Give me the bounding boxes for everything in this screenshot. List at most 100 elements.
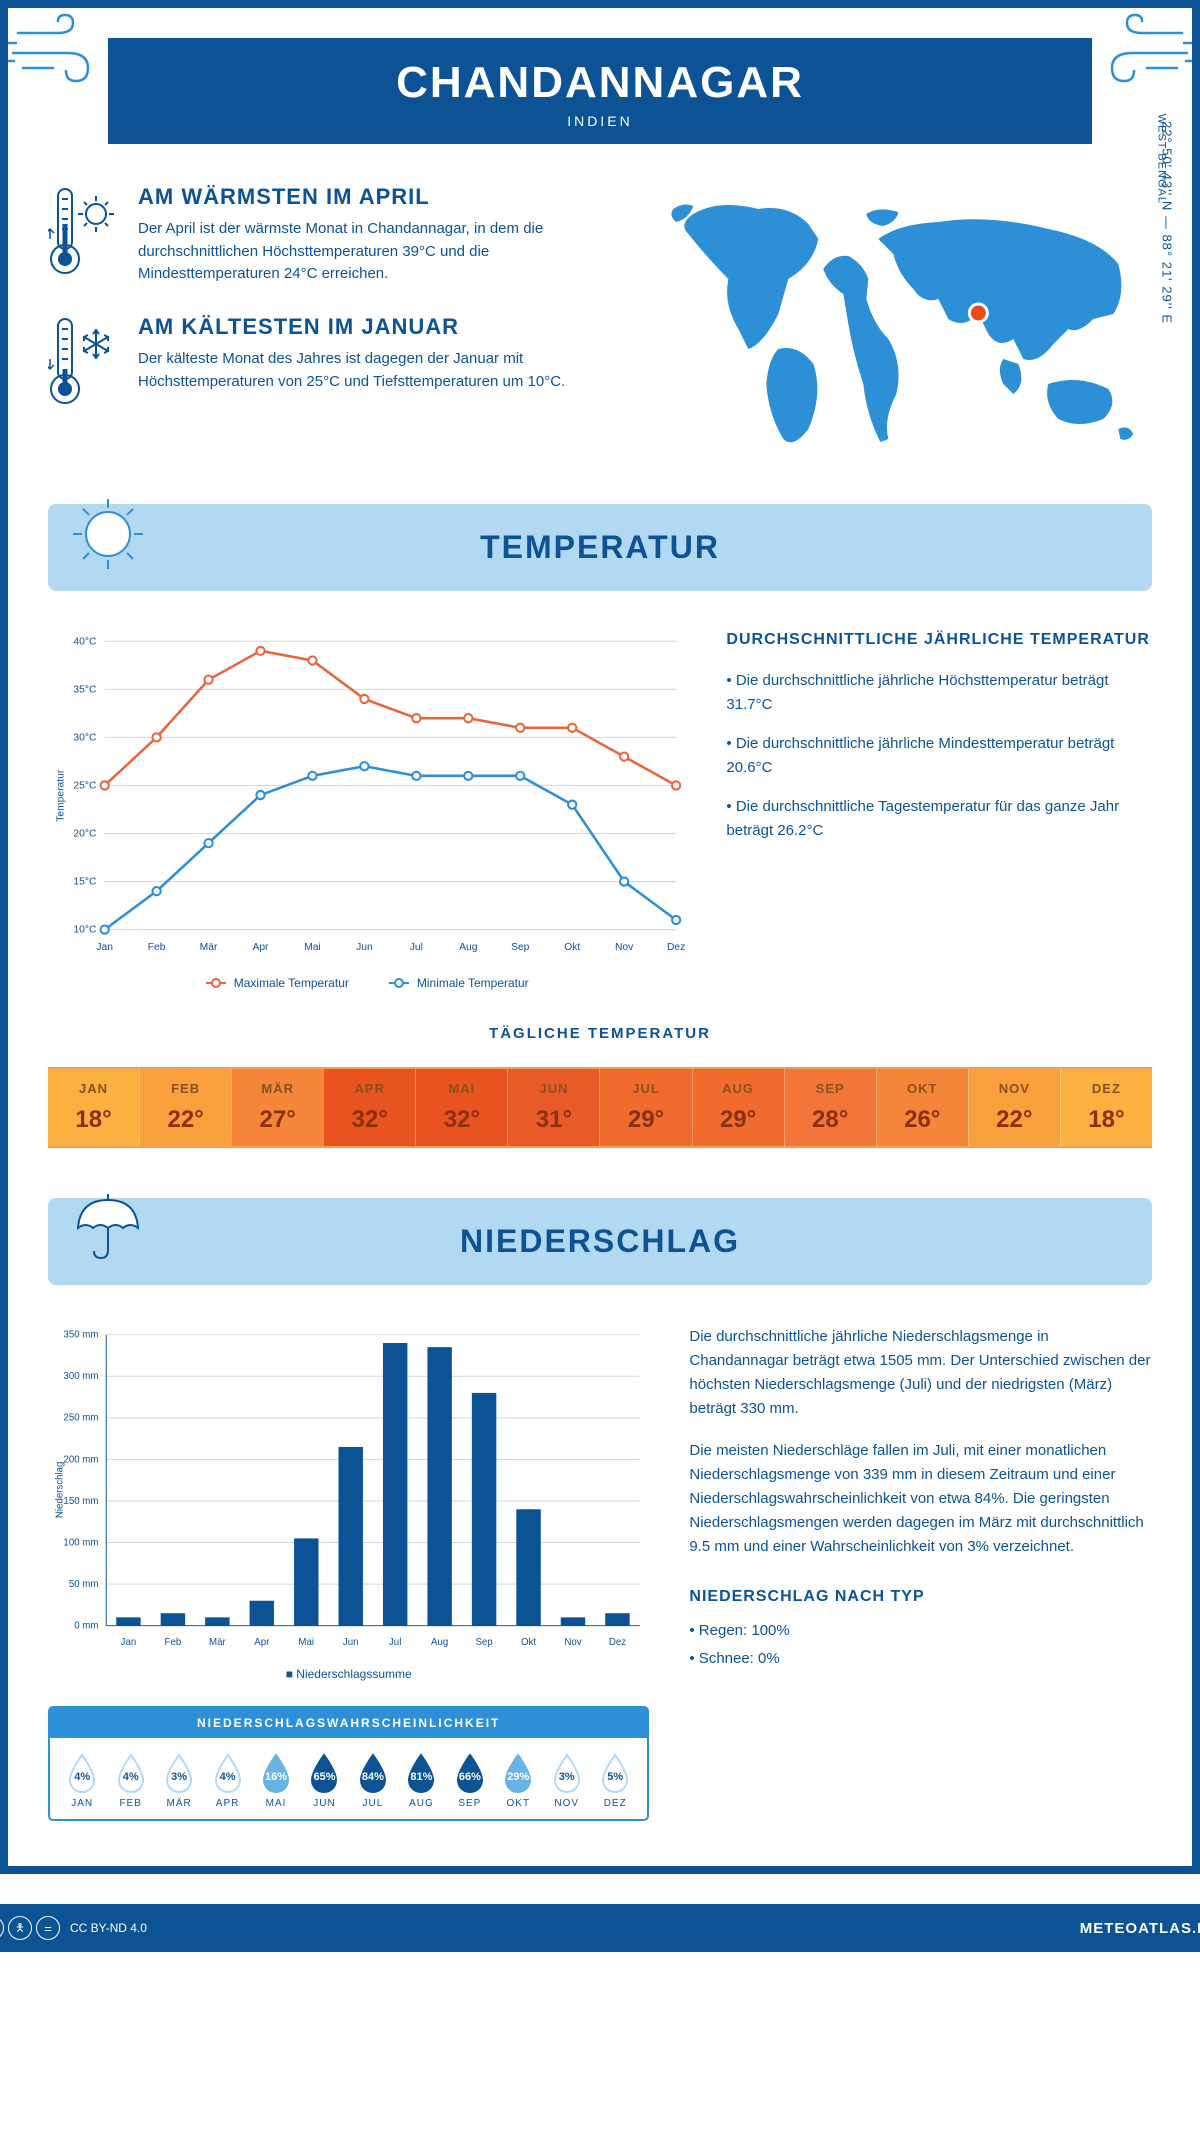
cc-icons: cc 🯅 = xyxy=(0,1916,60,1940)
prob-cell: 16% MAI xyxy=(252,1753,300,1809)
svg-text:Niederschlag: Niederschlag xyxy=(55,1461,66,1518)
daily-cell: NOV22° xyxy=(968,1069,1060,1146)
svg-text:Sep: Sep xyxy=(475,1637,492,1648)
svg-text:250 mm: 250 mm xyxy=(63,1412,98,1423)
prob-cell: 4% APR xyxy=(203,1753,251,1809)
svg-text:40°C: 40°C xyxy=(73,636,97,647)
svg-text:150 mm: 150 mm xyxy=(63,1495,98,1506)
daily-cell: FEB22° xyxy=(139,1069,231,1146)
umbrella-icon xyxy=(68,1188,148,1268)
nd-icon: = xyxy=(36,1916,60,1940)
precipitation-bar-chart: 0 mm50 mm100 mm150 mm200 mm250 mm300 mm3… xyxy=(48,1325,649,1655)
wind-icon-right xyxy=(1092,13,1192,93)
annual-temp-title: DURCHSCHNITTLICHE JÄHRLICHE TEMPERATUR xyxy=(726,631,1152,649)
svg-text:Jul: Jul xyxy=(410,942,423,953)
svg-text:Okt: Okt xyxy=(564,942,580,953)
daily-cell: JAN18° xyxy=(48,1069,139,1146)
daily-cell: JUN31° xyxy=(507,1069,599,1146)
annual-bullet: • Die durchschnittliche Tagestemperatur … xyxy=(726,795,1152,843)
svg-text:Apr: Apr xyxy=(254,1637,270,1648)
daily-cell: OKT26° xyxy=(876,1069,968,1146)
prob-title: NIEDERSCHLAGSWAHRSCHEINLICHKEIT xyxy=(50,1708,647,1738)
svg-text:Nov: Nov xyxy=(564,1637,581,1648)
svg-text:Jun: Jun xyxy=(356,942,373,953)
svg-text:Dez: Dez xyxy=(667,942,685,953)
daily-cell: MAI32° xyxy=(415,1069,507,1146)
prob-cell: 3% NOV xyxy=(543,1753,591,1809)
svg-text:Feb: Feb xyxy=(148,942,166,953)
svg-text:35°C: 35°C xyxy=(73,684,97,695)
precip-para-2: Die meisten Niederschläge fallen im Juli… xyxy=(689,1439,1152,1559)
by-icon: 🯅 xyxy=(8,1916,32,1940)
coords-label: 22° 50' 43'' N — 88° 21' 29'' E xyxy=(1160,121,1175,324)
svg-text:25°C: 25°C xyxy=(73,781,97,792)
section-temperature-title: TEMPERATUR xyxy=(48,529,1152,566)
prob-cell: 66% SEP xyxy=(446,1753,494,1809)
svg-text:Temperatur: Temperatur xyxy=(55,769,66,822)
daily-temp-table: JAN18°FEB22°MÄR27°APR32°MAI32°JUN31°JUL2… xyxy=(48,1067,1152,1148)
prob-cell: 4% JAN xyxy=(58,1753,106,1809)
wind-icon-left xyxy=(8,13,108,93)
country-subtitle: INDIEN xyxy=(108,113,1092,129)
thermometer-sun-icon xyxy=(48,184,118,284)
footer: cc 🯅 = CC BY-ND 4.0 METEOATLAS.DE xyxy=(0,1904,1200,1952)
brand-label: METEOATLAS.DE xyxy=(1080,1920,1200,1937)
svg-text:Sep: Sep xyxy=(511,942,530,953)
temp-legend: Maximale Temperatur Minimale Temperatur xyxy=(48,976,686,990)
daily-cell: SEP28° xyxy=(784,1069,876,1146)
svg-text:Jan: Jan xyxy=(96,942,113,953)
prob-cell: 5% DEZ xyxy=(591,1753,639,1809)
world-map xyxy=(645,184,1152,464)
annual-bullet: • Die durchschnittliche jährliche Höchst… xyxy=(726,669,1152,717)
svg-text:10°C: 10°C xyxy=(73,925,97,936)
svg-text:Jun: Jun xyxy=(343,1637,359,1648)
svg-text:Aug: Aug xyxy=(459,942,478,953)
svg-text:Okt: Okt xyxy=(521,1637,536,1648)
daily-temp-title: TÄGLICHE TEMPERATUR xyxy=(48,1025,1152,1042)
svg-text:Feb: Feb xyxy=(165,1637,182,1648)
fact-warm-text: Der April ist der wärmste Monat in Chand… xyxy=(138,218,605,286)
prob-cell: 29% OKT xyxy=(494,1753,542,1809)
daily-cell: MÄR27° xyxy=(231,1069,323,1146)
legend-min: Minimale Temperatur xyxy=(417,976,529,990)
annual-bullet: • Die durchschnittliche jährliche Mindes… xyxy=(726,732,1152,780)
section-temperature-header: TEMPERATUR xyxy=(48,504,1152,591)
precip-type-title: NIEDERSCHLAG NACH TYP xyxy=(689,1584,1152,1610)
svg-text:Mai: Mai xyxy=(304,942,321,953)
cc-icon: cc xyxy=(0,1916,4,1940)
license-text: CC BY-ND 4.0 xyxy=(70,1921,147,1935)
svg-text:300 mm: 300 mm xyxy=(63,1371,98,1382)
type-bullet: • Regen: 100% xyxy=(689,1619,1152,1643)
prob-cell: 65% JUN xyxy=(300,1753,348,1809)
legend-max: Maximale Temperatur xyxy=(234,976,349,990)
sun-icon xyxy=(68,494,148,574)
svg-text:15°C: 15°C xyxy=(73,877,97,888)
fact-cold: AM KÄLTESTEN IM JANUAR Der kälteste Mona… xyxy=(48,314,605,419)
fact-warm: AM WÄRMSTEN IM APRIL Der April ist der w… xyxy=(48,184,605,289)
svg-text:Jan: Jan xyxy=(121,1637,137,1648)
svg-text:Mai: Mai xyxy=(298,1637,314,1648)
svg-text:Aug: Aug xyxy=(431,1637,448,1648)
svg-text:30°C: 30°C xyxy=(73,732,97,743)
daily-cell: DEZ18° xyxy=(1060,1069,1152,1146)
svg-text:0 mm: 0 mm xyxy=(74,1620,98,1631)
fact-warm-title: AM WÄRMSTEN IM APRIL xyxy=(138,184,605,210)
svg-text:100 mm: 100 mm xyxy=(63,1537,98,1548)
daily-cell: AUG29° xyxy=(692,1069,784,1146)
precip-legend: Niederschlagssumme xyxy=(48,1667,649,1681)
prob-cell: 81% AUG xyxy=(397,1753,445,1809)
svg-text:350 mm: 350 mm xyxy=(63,1329,98,1340)
section-precip-header: NIEDERSCHLAG xyxy=(48,1198,1152,1285)
svg-text:50 mm: 50 mm xyxy=(69,1579,99,1590)
svg-text:Nov: Nov xyxy=(615,942,634,953)
daily-cell: APR32° xyxy=(323,1069,415,1146)
section-precip-title: NIEDERSCHLAG xyxy=(48,1223,1152,1260)
type-bullet: • Schnee: 0% xyxy=(689,1647,1152,1671)
svg-text:Mär: Mär xyxy=(200,942,218,953)
svg-text:20°C: 20°C xyxy=(73,829,97,840)
svg-text:Mär: Mär xyxy=(209,1637,226,1648)
prob-cell: 4% FEB xyxy=(106,1753,154,1809)
fact-cold-text: Der kälteste Monat des Jahres ist dagege… xyxy=(138,348,605,393)
fact-cold-title: AM KÄLTESTEN IM JANUAR xyxy=(138,314,605,340)
city-title: CHANDANNAGAR xyxy=(108,58,1092,108)
